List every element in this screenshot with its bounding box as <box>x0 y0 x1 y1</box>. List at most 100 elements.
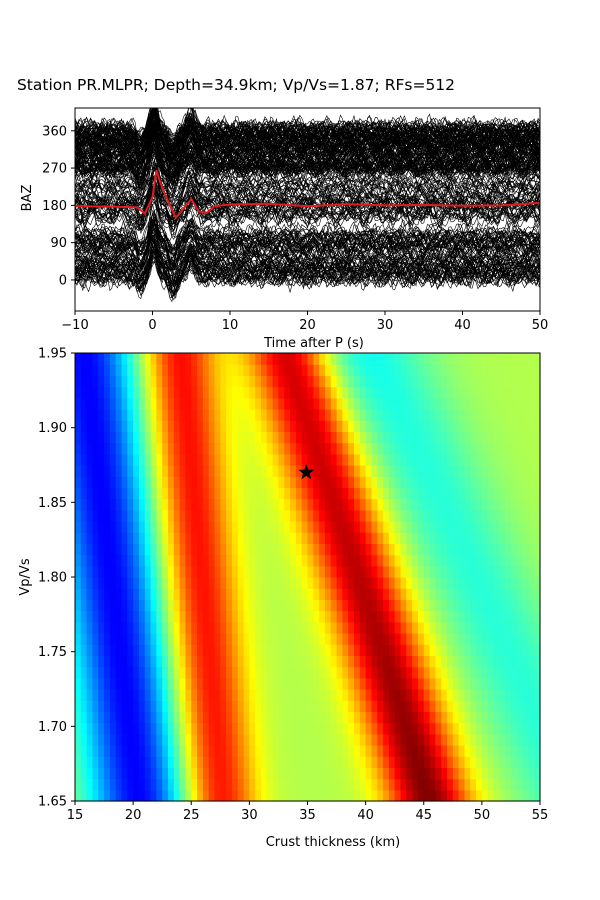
heatmap-cell <box>220 554 227 567</box>
heatmap-cell <box>534 375 541 388</box>
heatmap-cell <box>487 476 495 488</box>
heatmap-cell <box>237 386 245 399</box>
heatmap-cell <box>452 442 460 455</box>
heatmap-cell <box>510 353 518 365</box>
heatmap-cell <box>429 521 436 533</box>
heatmap-cell <box>226 722 233 735</box>
heatmap-cell <box>168 599 175 612</box>
heatmap-cell <box>127 498 134 511</box>
heatmap-cell <box>377 509 384 522</box>
heatmap-cell <box>98 767 105 780</box>
heatmap-cell <box>261 789 268 802</box>
heatmap-cell <box>214 420 221 432</box>
heatmap-cell <box>429 577 436 589</box>
heatmap-cell <box>243 554 250 567</box>
heatmap-cell <box>348 353 355 365</box>
heatmap-cell <box>510 666 518 679</box>
heatmap-cell <box>354 565 361 578</box>
heatmap-cell <box>377 733 384 746</box>
heatmap-cell <box>464 353 471 365</box>
heatmap-cell <box>528 778 535 791</box>
rf-y-axis-label: BAZ <box>20 185 35 212</box>
heatmap-cell <box>156 375 163 388</box>
heatmap-cell <box>510 644 518 656</box>
heatmap-cell <box>516 543 524 556</box>
heatmap-cell <box>435 722 442 735</box>
heatmap-cell <box>400 465 407 477</box>
heatmap-cell <box>208 453 216 466</box>
heatmap-cell <box>354 599 361 612</box>
heatmap-cell <box>231 689 239 701</box>
heatmap-cell <box>290 677 297 690</box>
heatmap-cell <box>383 431 390 444</box>
heatmap-cell <box>173 767 181 780</box>
heatmap-cell <box>371 498 378 511</box>
heatmap-cell <box>249 532 256 544</box>
heatmap-cell <box>359 756 367 768</box>
heatmap-cell <box>452 543 460 556</box>
heatmap-cell <box>75 655 82 668</box>
heatmap-cell <box>319 543 326 556</box>
heatmap-cell <box>92 353 99 365</box>
heatmap-cell <box>406 677 413 690</box>
heatmap-cell <box>80 722 88 735</box>
heatmap-cell <box>319 476 326 488</box>
rf-trace <box>75 219 540 262</box>
heatmap-cell <box>464 756 471 768</box>
heatmap-cell <box>348 733 355 746</box>
heatmap-cell <box>109 655 117 668</box>
heatmap-cell <box>162 666 169 679</box>
heatmap-cell <box>388 621 396 634</box>
heatmap-cell <box>487 700 495 712</box>
heatmap-cell <box>324 487 332 500</box>
heatmap-cell <box>412 756 419 768</box>
heatmap-cell <box>435 756 442 768</box>
heatmap-cell <box>191 711 198 724</box>
heatmap-cell <box>98 711 105 724</box>
rf-x-tick-label: 30 <box>377 318 394 333</box>
heatmap-cell <box>336 588 343 600</box>
heatmap-cell <box>185 588 192 600</box>
heatmap-cell <box>115 644 123 656</box>
heatmap-cell <box>185 397 192 410</box>
heatmap-cell <box>510 554 518 567</box>
heatmap-cell <box>115 610 123 623</box>
heatmap-cell <box>231 532 239 544</box>
heatmap-cell <box>336 756 343 768</box>
heatmap-cell <box>290 465 297 477</box>
heatmap-cell <box>220 476 227 488</box>
heatmap-cell <box>191 397 198 410</box>
heatmap-cell <box>307 588 314 600</box>
heatmap-cell <box>173 487 181 500</box>
heatmap-cell <box>109 789 117 802</box>
heatmap-cell <box>365 375 373 388</box>
heatmap-cell <box>510 397 518 410</box>
heatmap-cell <box>255 722 262 735</box>
heatmap-cell <box>86 465 94 477</box>
heatmap-cell <box>156 476 163 488</box>
hk-stack-panel: 15 20 25 30 35 40 45 50 55 1.651.701.751.801.851… <box>18 347 548 851</box>
heatmap-cell <box>179 476 187 488</box>
heatmap-cell <box>481 476 489 488</box>
heatmap-cell <box>452 767 460 780</box>
heatmap-cell <box>168 353 175 365</box>
heatmap-cell <box>470 543 477 556</box>
heatmap-cell <box>115 364 123 376</box>
heatmap-cell <box>202 700 210 712</box>
heatmap-cell <box>162 397 169 410</box>
heatmap-cell <box>173 465 181 477</box>
heatmap-cell <box>197 588 204 600</box>
heatmap-cell <box>272 565 280 578</box>
heatmap-cell <box>487 789 495 802</box>
heatmap-cell <box>336 487 343 500</box>
heatmap-cell <box>278 599 285 612</box>
heatmap-cell <box>185 487 192 500</box>
heatmap-cell <box>388 677 396 690</box>
heatmap-cell <box>493 521 500 533</box>
heatmap-cell <box>86 442 94 455</box>
heatmap-cell <box>371 554 378 567</box>
heatmap-cell <box>86 778 94 791</box>
heatmap-cell <box>156 588 163 600</box>
heatmap-cell <box>133 711 140 724</box>
heatmap-cell <box>92 554 99 567</box>
